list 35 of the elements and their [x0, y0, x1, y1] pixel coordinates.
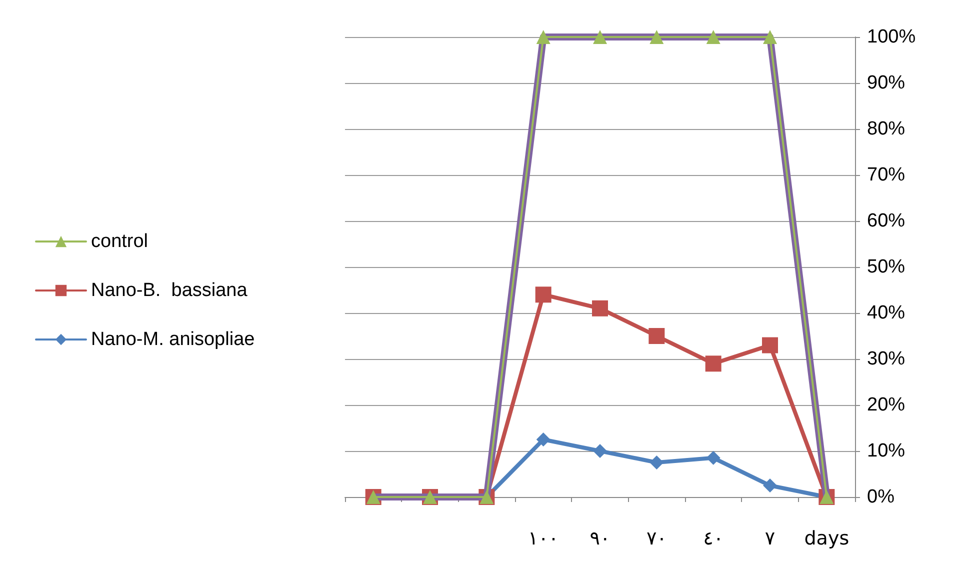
- y-tick-label: 50%: [867, 256, 906, 278]
- y-tick-label: 30%: [867, 348, 906, 370]
- x-tick-label: ٩٠: [590, 528, 610, 550]
- point: [593, 444, 607, 458]
- y-tick-label: 80%: [867, 118, 906, 140]
- point: [592, 300, 608, 316]
- point: [648, 328, 665, 344]
- x-tick-label: ٤٠: [703, 528, 724, 550]
- point: [763, 30, 777, 44]
- legend-label: Nano-M. anisopliae: [91, 329, 255, 350]
- legend-label: control: [91, 231, 148, 252]
- legend-label: Nano-B. bassiana: [91, 280, 248, 301]
- point: [706, 450, 720, 465]
- point: [763, 478, 777, 492]
- x-tick-label: ٧٠: [646, 528, 667, 550]
- y-tick-label: 40%: [867, 302, 906, 324]
- point: [650, 456, 664, 470]
- y-tick-label: 0%: [867, 486, 895, 508]
- y-tick-label: 70%: [867, 164, 906, 186]
- point: [535, 286, 552, 303]
- y-tick-label: 100%: [867, 26, 916, 48]
- y-tick-label: 20%: [867, 394, 906, 416]
- point: [650, 30, 664, 44]
- point: [536, 30, 550, 44]
- point: [593, 30, 607, 44]
- point: [536, 432, 550, 446]
- x-tick-label: ١٠٠: [528, 528, 559, 550]
- x-tick-label: days: [804, 528, 850, 550]
- y-tick-label: 10%: [867, 440, 906, 462]
- point: [705, 356, 722, 372]
- x-tick-label: ٧: [764, 528, 776, 550]
- y-tick-label: 90%: [867, 72, 906, 94]
- point: [762, 337, 778, 354]
- point: [706, 30, 720, 44]
- y-tick-label: 60%: [867, 210, 906, 232]
